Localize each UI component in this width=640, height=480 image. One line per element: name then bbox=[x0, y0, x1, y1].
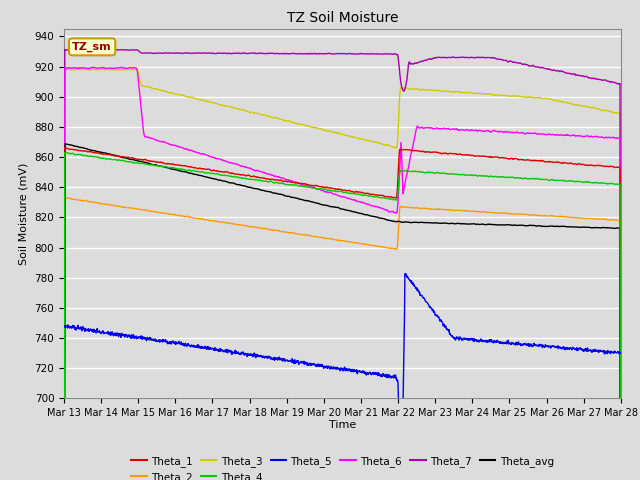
Title: TZ Soil Moisture: TZ Soil Moisture bbox=[287, 11, 398, 25]
Text: TZ_sm: TZ_sm bbox=[72, 42, 112, 52]
Y-axis label: Soil Moisture (mV): Soil Moisture (mV) bbox=[19, 162, 29, 265]
X-axis label: Time: Time bbox=[329, 420, 356, 430]
Legend: Theta_1, Theta_2, Theta_3, Theta_4, Theta_5, Theta_6, Theta_7, Theta_avg: Theta_1, Theta_2, Theta_3, Theta_4, Thet… bbox=[127, 452, 558, 480]
